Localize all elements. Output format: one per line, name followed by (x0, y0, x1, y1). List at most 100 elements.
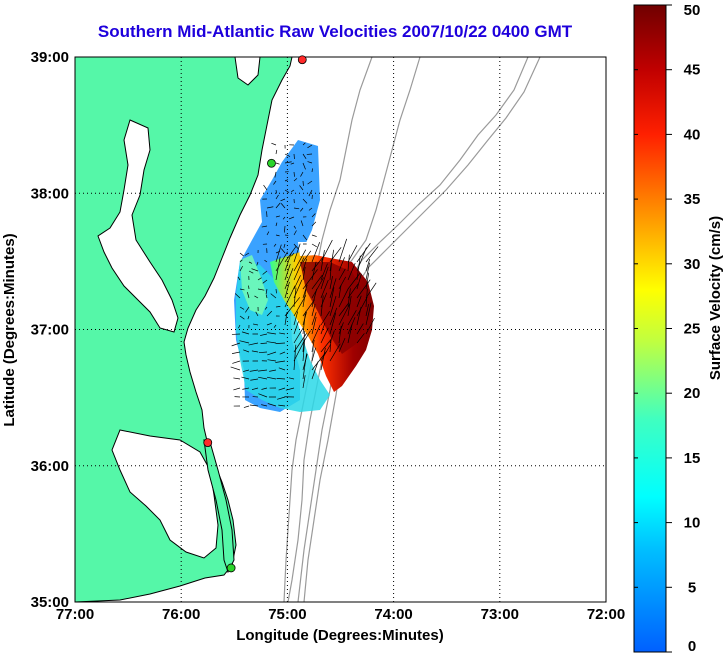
colorbar-tick-label: 25 (684, 321, 701, 338)
velocity-vector (271, 142, 277, 146)
colorbar-tick-label: 0 (688, 638, 696, 655)
velocity-vector (338, 325, 342, 344)
velocity-vector (280, 248, 286, 254)
velocity-vector (275, 215, 281, 218)
velocity-vector (284, 179, 289, 182)
velocity-vector (243, 405, 250, 408)
velocity-vector (302, 299, 315, 317)
velocity-vector (266, 376, 277, 380)
velocity-vector (288, 216, 295, 220)
velocity-vector (284, 297, 301, 317)
velocity-vector (263, 184, 268, 191)
colorbar-tick-label: 10 (684, 515, 701, 532)
velocity-vector (329, 275, 333, 290)
velocity-vector (311, 243, 317, 248)
bathymetry-contour (297, 57, 529, 602)
velocity-vector (293, 295, 307, 317)
velocity-vector (254, 295, 259, 299)
velocity-vector (302, 153, 307, 159)
velocity-vector (231, 342, 241, 347)
velocity-vector (329, 249, 335, 272)
velocity-field-white-gap (298, 242, 318, 256)
velocity-vector (275, 306, 281, 308)
velocity-vector (258, 351, 268, 354)
velocity-vector (302, 284, 308, 299)
velocity-vector (365, 272, 370, 290)
velocity-vector (365, 317, 375, 335)
velocity-vector (300, 171, 304, 177)
colorbar-tick-label: 15 (684, 450, 701, 467)
velocity-vector (239, 340, 250, 344)
velocity-vector (284, 252, 292, 272)
velocity-vector (302, 250, 312, 263)
velocity-vector (239, 306, 245, 310)
velocity-vector (338, 303, 351, 326)
velocity-vector (266, 231, 270, 236)
velocity-vector (258, 376, 268, 380)
velocity-vector (311, 312, 317, 326)
velocity-vector (275, 244, 282, 263)
station-marker-active[interactable] (297, 55, 307, 65)
velocity-vector (267, 403, 277, 407)
velocity-vector (249, 369, 259, 372)
velocity-vector (264, 259, 268, 263)
velocity-vector (365, 246, 379, 263)
velocity-vector (256, 261, 259, 266)
x-tick-labels: 77:00 76:00 75:00 74:00 73:00 72:00 (56, 606, 625, 623)
velocity-vector (356, 296, 368, 317)
velocity-vector (232, 360, 241, 364)
velocity-vector (275, 342, 286, 344)
velocity-vector (253, 323, 259, 326)
velocity-vector (320, 310, 331, 326)
velocity-vector (284, 225, 286, 233)
colorbar-tick-label: 45 (684, 62, 701, 79)
velocity-vector (356, 323, 364, 335)
velocity-vector (302, 234, 308, 241)
velocity-vector (338, 288, 349, 308)
y-tick-label: 38:00 (31, 185, 69, 202)
velocity-vector (249, 404, 259, 407)
velocity-vector (284, 268, 294, 290)
velocity-vector (329, 307, 338, 326)
velocity-vector (311, 277, 324, 299)
station-marker-inactive[interactable] (226, 563, 236, 573)
velocity-vector (293, 249, 307, 272)
velocity-vector (302, 198, 308, 204)
velocity-vector (280, 203, 286, 209)
velocity-vector (338, 322, 344, 335)
velocity-vector (269, 369, 277, 372)
velocity-vector (329, 263, 332, 281)
colorbar-tick-label: 50 (684, 2, 701, 19)
velocity-vector (288, 377, 295, 380)
colorbar-label: Surface Velocity (cm/s) (707, 216, 724, 380)
colorbar-tick-label: 30 (684, 256, 701, 273)
station-marker-inactive[interactable] (267, 158, 276, 168)
velocity-vector (242, 369, 250, 372)
velocity-vector (356, 273, 362, 290)
velocity-vector (239, 259, 243, 263)
y-tick-label: 35:00 (31, 594, 69, 611)
stations (203, 55, 307, 573)
velocity-vector (347, 295, 352, 317)
velocity-vector (257, 288, 265, 291)
x-tick-label: 76:00 (162, 606, 200, 623)
velocity-vector (338, 302, 349, 317)
velocity-vector (293, 257, 305, 281)
velocity-vector (279, 332, 286, 335)
station-marker-active[interactable] (203, 438, 213, 447)
x-axis-label: Longitude (Degrees:Minutes) (236, 627, 444, 644)
y-tick-label: 39:00 (31, 49, 69, 66)
velocity-vector (329, 295, 337, 317)
velocity-vector (311, 242, 321, 263)
velocity-vector (248, 270, 254, 274)
colorbar-tick-label: 5 (688, 579, 696, 596)
velocity-vector (250, 378, 259, 381)
velocity-vector (258, 369, 268, 372)
velocity-vector (284, 189, 290, 193)
velocity-vector (265, 288, 268, 295)
velocity-vector (338, 276, 347, 290)
velocity-vector (266, 341, 277, 344)
velocity-vector (283, 243, 286, 248)
velocity-vector (290, 162, 295, 165)
velocity-vector (274, 171, 277, 178)
